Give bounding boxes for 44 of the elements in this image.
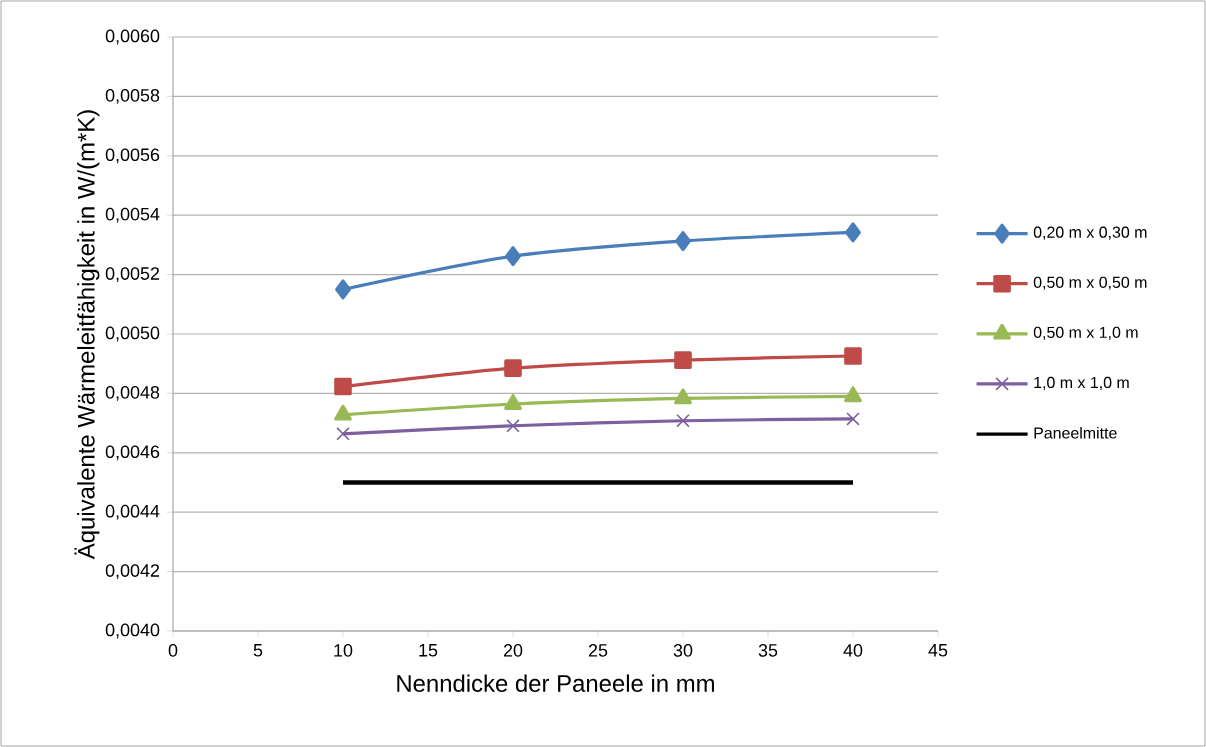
y-tick-label: 0,0056 — [105, 148, 160, 164]
x-tick-label: 10 — [334, 644, 353, 657]
point — [844, 347, 862, 365]
point — [674, 351, 692, 369]
x-tick-label: 30 — [673, 644, 693, 657]
x-tick-label: 25 — [588, 644, 608, 657]
x-tick-label: 20 — [503, 644, 523, 657]
point — [335, 279, 351, 300]
y-tick-label: 0,0050 — [105, 326, 160, 342]
y-tick-label: 0,0040 — [105, 623, 160, 639]
y-tick-label: 0,0060 — [105, 29, 160, 45]
y-tick-label: 0,0058 — [105, 88, 160, 104]
legend-label: Paneelmitte — [1034, 426, 1117, 439]
x-tick-label: 5 — [253, 644, 263, 657]
x-tick-label: 40 — [843, 644, 863, 657]
point — [504, 394, 522, 410]
point — [846, 412, 860, 426]
point — [336, 427, 350, 441]
point — [334, 377, 352, 396]
point — [506, 419, 520, 433]
point — [334, 404, 352, 421]
x-axis-title: Nenndicke der Paneele in mm — [397, 674, 715, 692]
y-tick-label: 0,0048 — [105, 385, 160, 401]
y-axis-title: Äquivalente Wärmeleitfähigkeit in W/(m*K) — [74, 110, 100, 560]
x-tick-label: 15 — [419, 644, 438, 657]
point — [504, 359, 522, 377]
y-tick-label: 0,0046 — [105, 445, 160, 461]
x-tick-label: 45 — [928, 644, 948, 657]
point — [674, 388, 692, 405]
point — [505, 246, 521, 267]
legend-label: 0,20 m x 0,30 m — [1033, 226, 1147, 240]
y-tick-label: 0,0054 — [105, 207, 160, 223]
legend-label: 1,0 m x 1,0 m — [1034, 376, 1129, 390]
x-tick-label: 35 — [758, 644, 778, 657]
y-tick-label: 0,0052 — [105, 267, 160, 282]
legend-label: 0,50 m x 1,0 m — [1033, 326, 1138, 340]
y-tick-label: 0,0042 — [105, 564, 160, 579]
legend-label: 0,50 m x 0,50 m — [1033, 276, 1147, 290]
point — [676, 413, 690, 428]
x-tick-label: 0 — [168, 644, 178, 657]
point — [845, 222, 861, 243]
y-tick-label: 0,0044 — [105, 504, 160, 520]
point — [844, 386, 862, 403]
point — [675, 231, 691, 252]
